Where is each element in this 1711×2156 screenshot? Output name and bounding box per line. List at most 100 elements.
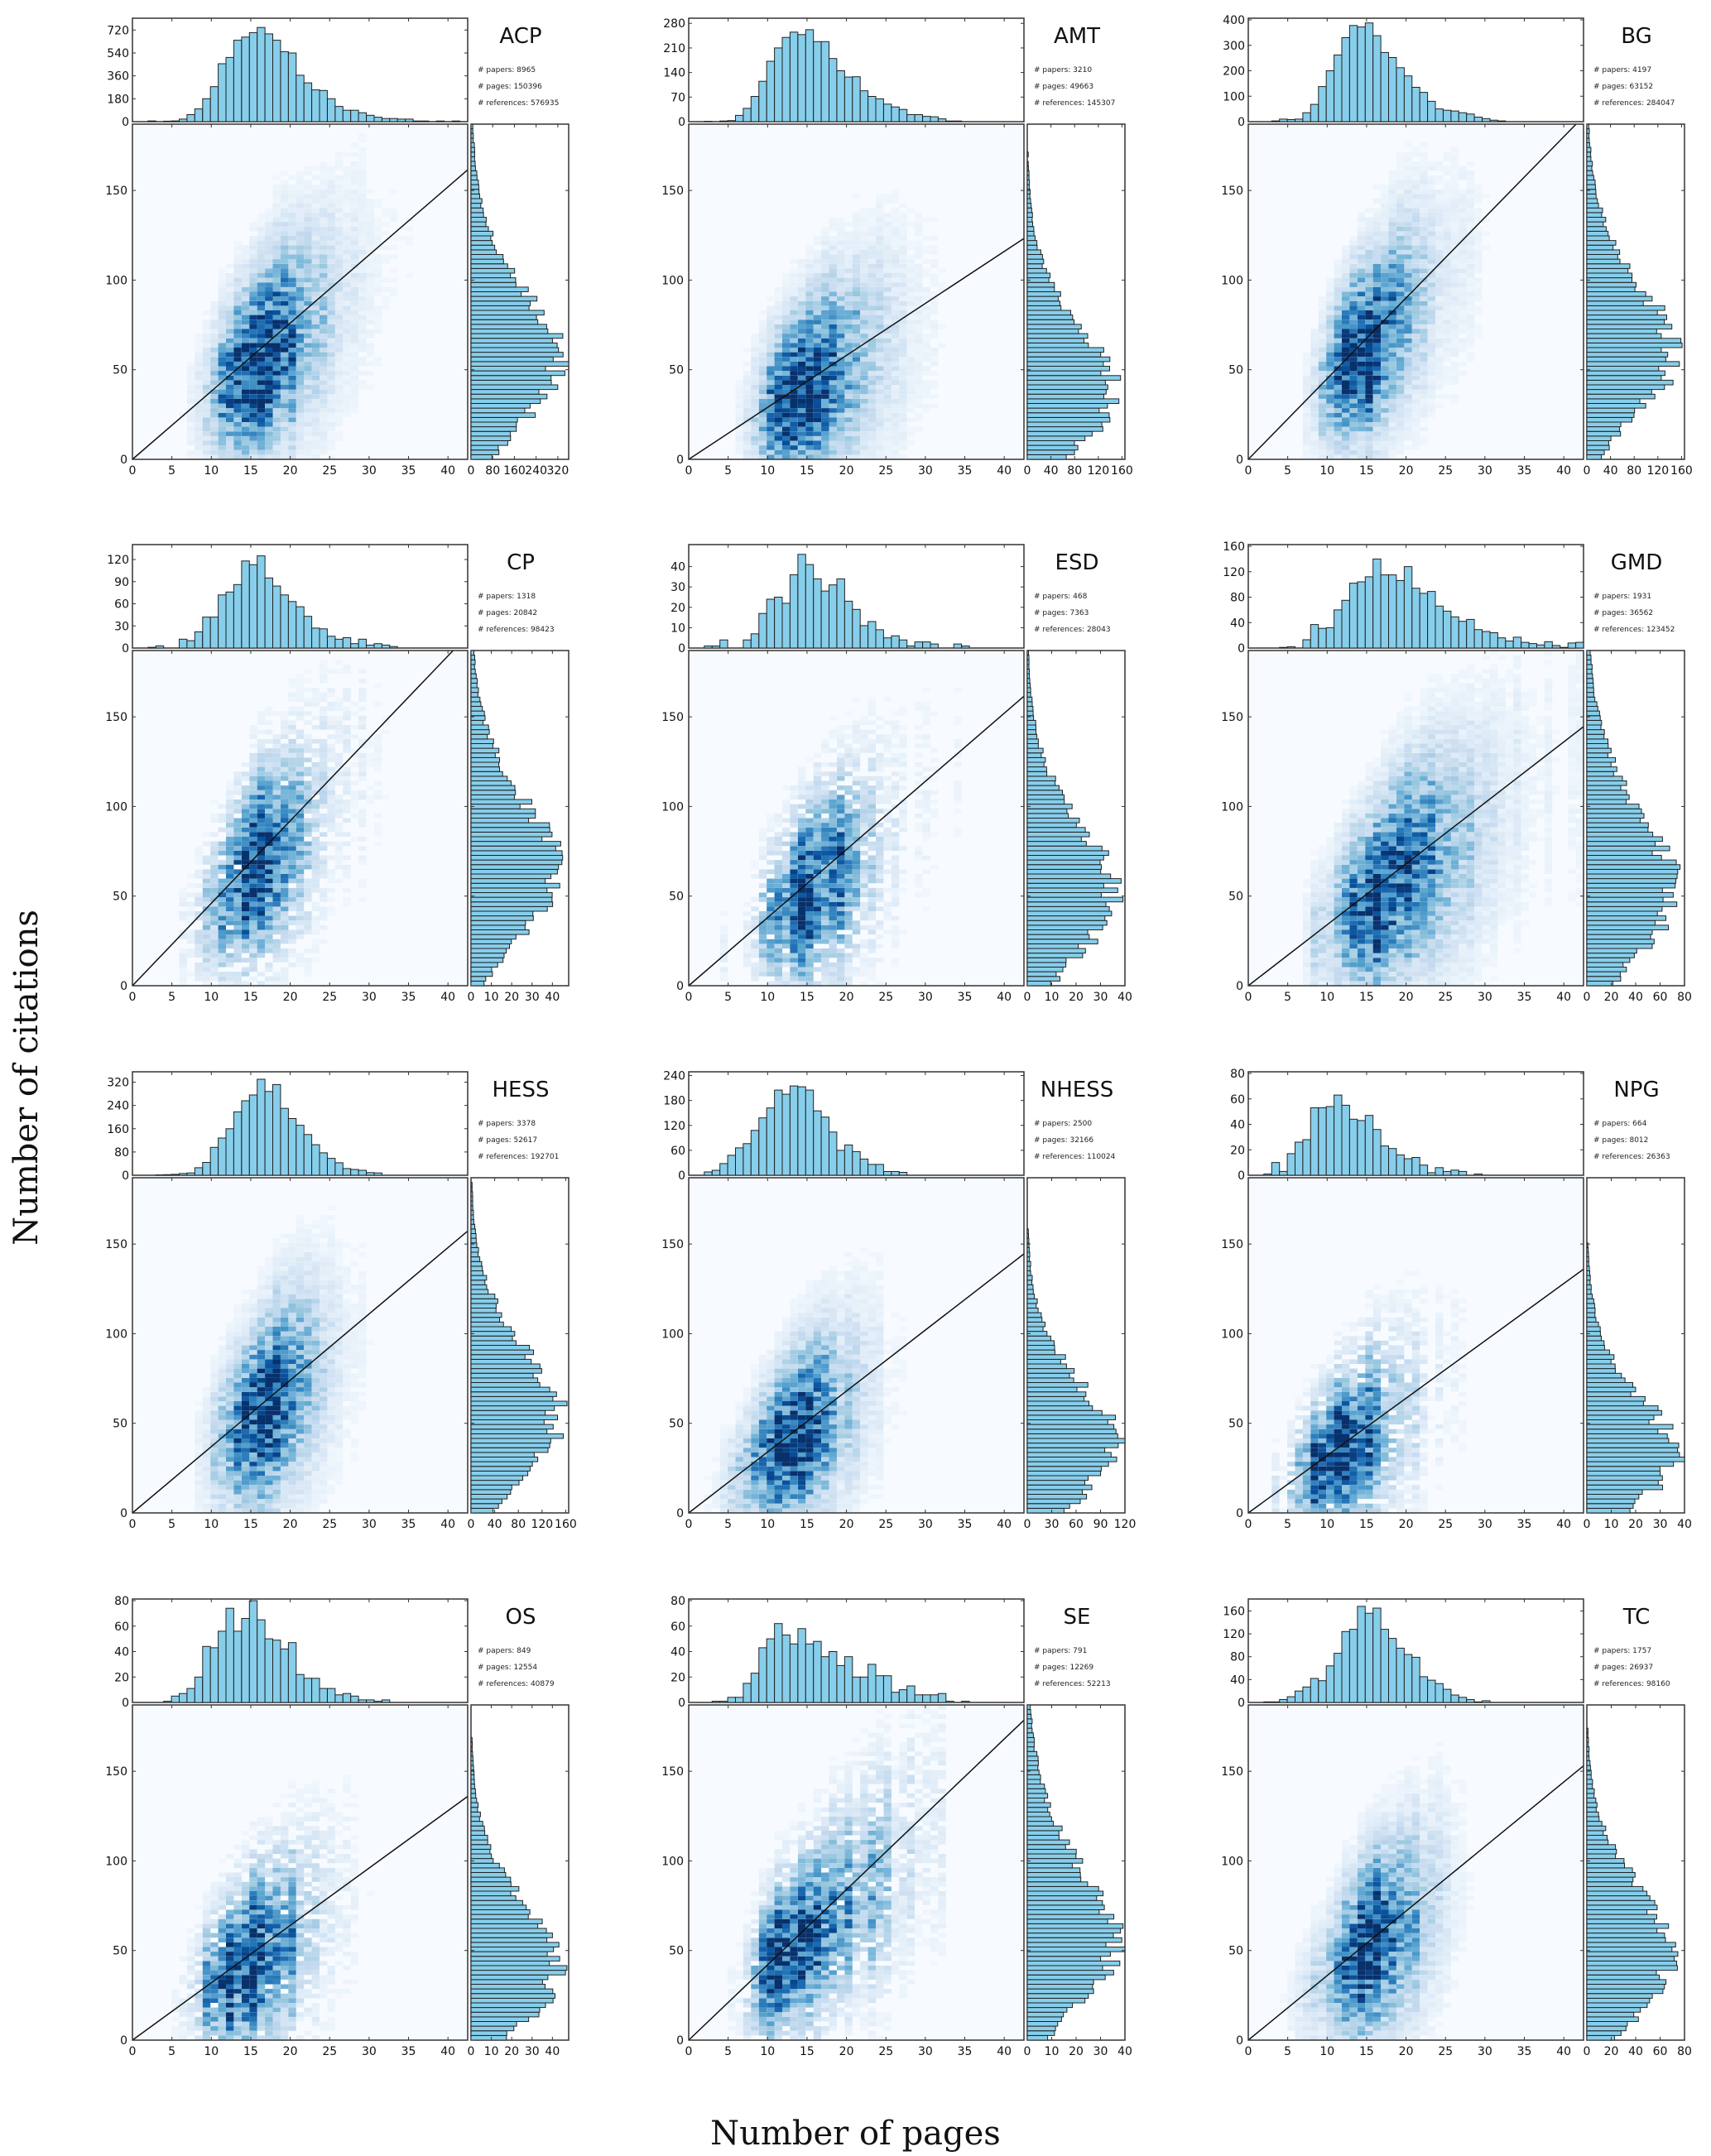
heatmap-cell: [233, 832, 242, 837]
heatmap-cell: [350, 296, 359, 301]
heatmap-cell: [210, 394, 219, 399]
heatmap-cell: [915, 300, 923, 306]
heatmap-cell: [1349, 449, 1358, 455]
heatmap-cell: [899, 361, 907, 367]
heatmap-cell: [281, 934, 289, 939]
heatmap-cell: [1435, 208, 1444, 213]
heatmap-cell: [249, 361, 257, 367]
heatmap-cell: [883, 291, 892, 297]
heatmap-cell: [210, 329, 219, 334]
heatmap-cell: [311, 771, 320, 776]
right-hist-bar: [1026, 407, 1100, 414]
heatmap-cell: [202, 375, 211, 381]
heatmap-cell: [1459, 282, 1467, 287]
heatmap-cell: [837, 394, 845, 399]
heatmap-cell: [226, 832, 234, 837]
heatmap-cell: [218, 366, 226, 372]
heatmap-cell: [1349, 422, 1358, 427]
heatmap-cell: [288, 440, 296, 446]
heatmap-cell: [233, 897, 242, 902]
heatmap-cell: [226, 920, 234, 925]
heatmap-cell: [821, 259, 829, 264]
heatmap-cell: [366, 263, 374, 269]
heatmap-cell: [829, 245, 837, 250]
heatmap-cell: [1349, 291, 1358, 297]
heatmap-cell: [883, 319, 892, 324]
main-xtick-label: 40: [997, 464, 1012, 478]
right-hist-bar: [1586, 286, 1636, 292]
right-hist-bar: [1026, 435, 1086, 442]
heatmap-cell: [320, 725, 328, 730]
heatmap-cell: [767, 422, 775, 427]
heatmap-cell: [241, 343, 250, 348]
heatmap-cell: [805, 445, 814, 450]
heatmap-cell: [233, 953, 242, 958]
heatmap-cell: [1388, 361, 1396, 367]
heatmap-cell: [241, 948, 250, 953]
heatmap-cell: [1342, 371, 1350, 376]
heatmap-cell: [852, 445, 861, 450]
heatmap-cell: [1443, 231, 1451, 236]
heatmap-cell: [1310, 343, 1319, 348]
heatmap-cell: [930, 277, 939, 283]
heatmap-cell: [774, 431, 782, 436]
heatmap-cell: [241, 319, 250, 324]
heatmap-cell: [304, 263, 312, 269]
heatmap-cell: [272, 435, 281, 441]
heatmap-cell: [805, 343, 814, 348]
heatmap-cell: [241, 892, 250, 898]
heatmap-cell: [296, 766, 305, 772]
heatmap-cell: [813, 426, 822, 432]
heatmap-cell: [860, 263, 868, 269]
heatmap-cell: [1381, 417, 1389, 422]
heatmap-cell: [821, 445, 829, 450]
heatmap-cell: [202, 958, 211, 963]
heatmap-cell: [195, 953, 203, 958]
heatmap-cell: [288, 864, 296, 870]
heatmap-cell: [1443, 151, 1451, 157]
heatmap-cell: [758, 398, 767, 404]
heatmap-cell: [272, 199, 281, 204]
heatmap-cell: [1404, 300, 1412, 306]
heatmap-cell: [837, 348, 845, 353]
heatmap-cell: [374, 361, 382, 367]
top-hist-bar: [373, 643, 382, 649]
heatmap-cell: [272, 366, 281, 372]
heatmap-cell: [915, 329, 923, 334]
heatmap-cell: [311, 837, 320, 842]
heatmap-cell: [906, 254, 916, 260]
heatmap-cell: [1365, 305, 1373, 310]
heatmap-cell: [320, 310, 328, 315]
heatmap-cell: [281, 748, 289, 753]
heatmap-cell: [350, 185, 359, 190]
heatmap-cell: [774, 357, 782, 362]
heatmap-cell: [797, 291, 806, 297]
heatmap-cell: [1388, 431, 1396, 436]
heatmap-frame: [688, 123, 1025, 460]
heatmap-cell: [1435, 249, 1444, 255]
heatmap-cell: [1310, 348, 1319, 353]
heatmap-cell: [1357, 249, 1366, 255]
heatmap-cell: [891, 189, 900, 194]
heatmap-cell: [374, 199, 382, 204]
top-hist-bar: [1489, 119, 1498, 122]
heatmap-cell: [1372, 366, 1382, 372]
heatmap-cell: [899, 240, 907, 246]
heatmap-cell: [296, 449, 305, 455]
heatmap-cell: [218, 394, 226, 399]
heatmap-cell: [296, 361, 305, 367]
heatmap-cell: [915, 375, 923, 381]
heatmap-cell: [265, 394, 273, 399]
heatmap-cell: [852, 273, 861, 278]
heatmap-cell: [334, 212, 344, 218]
heatmap-cell: [226, 953, 234, 958]
heatmap-cell: [272, 319, 281, 324]
heatmap-cell: [868, 305, 876, 310]
heatmap-cell: [186, 911, 195, 916]
right-hist-bar: [470, 421, 517, 428]
heatmap-cell: [899, 319, 907, 324]
heatmap-cell: [1342, 296, 1350, 301]
heatmap-cell: [272, 249, 281, 255]
heatmap-cell: [1396, 334, 1405, 339]
heatmap-cell: [226, 804, 234, 809]
